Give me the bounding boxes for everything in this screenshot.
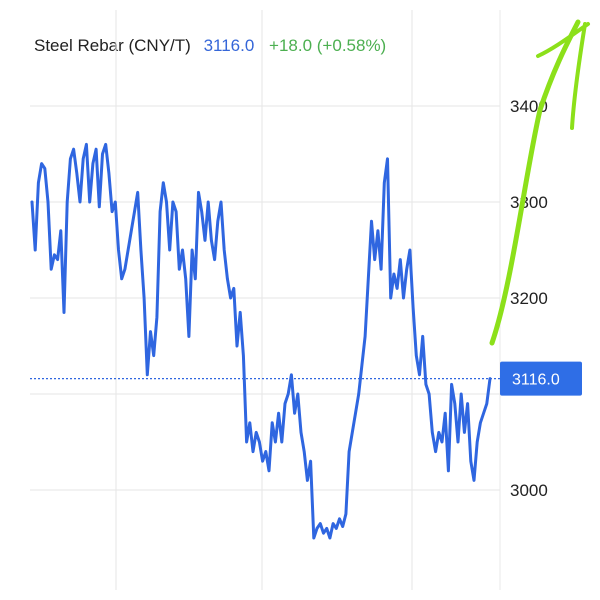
y-tick-3000: 3000 [510,481,548,500]
grid [30,10,501,590]
y-tick-3300: 3300 [510,193,548,212]
price-series-line [30,142,492,540]
handwritten-annotation-mark [536,22,590,130]
last-price-tag-text: 3116.0 [512,372,560,389]
chart-header: Steel Rebar (CNY/T) 3116.0 +18.0 (+0.58%… [34,36,386,56]
symbol-label: Steel Rebar (CNY/T) [34,36,191,55]
last-price-tag: 3116.0 [500,361,582,396]
handwritten-annotation-stroke [489,19,581,346]
change-label: +18.0 (+0.58%) [269,36,387,55]
price-label: 3116.0 [203,36,255,55]
y-tick-3200: 3200 [510,289,548,308]
last-price-tag-bg [500,361,582,396]
